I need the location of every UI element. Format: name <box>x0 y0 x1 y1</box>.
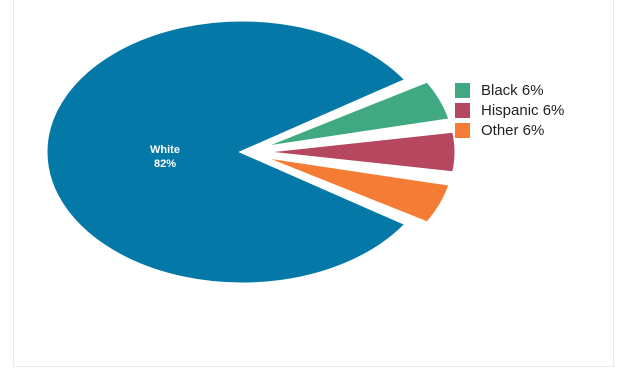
chart-legend: Black 6% Hispanic 6% Other 6% <box>455 80 564 140</box>
legend-swatch-black <box>455 82 470 98</box>
legend-item-black: Black 6% <box>455 80 564 100</box>
pie-slices <box>44 18 458 286</box>
legend-item-hispanic: Hispanic 6% <box>455 100 564 120</box>
pie-slice-other <box>258 154 453 225</box>
legend-label-other: Other 6% <box>481 121 545 139</box>
legend-label-black: Black 6% <box>481 81 544 99</box>
slice-label-white-name: White <box>150 144 180 156</box>
pie-slice-black <box>258 79 453 150</box>
legend-item-other: Other 6% <box>455 120 564 140</box>
legend-swatch-hispanic <box>455 102 470 118</box>
legend-label-hispanic: Hispanic 6% <box>481 101 565 119</box>
pie-slice-hispanic <box>259 129 458 175</box>
slice-label-white-value: 82% <box>154 158 176 170</box>
pie-slice-white <box>44 18 409 286</box>
legend-swatch-other <box>455 122 470 138</box>
